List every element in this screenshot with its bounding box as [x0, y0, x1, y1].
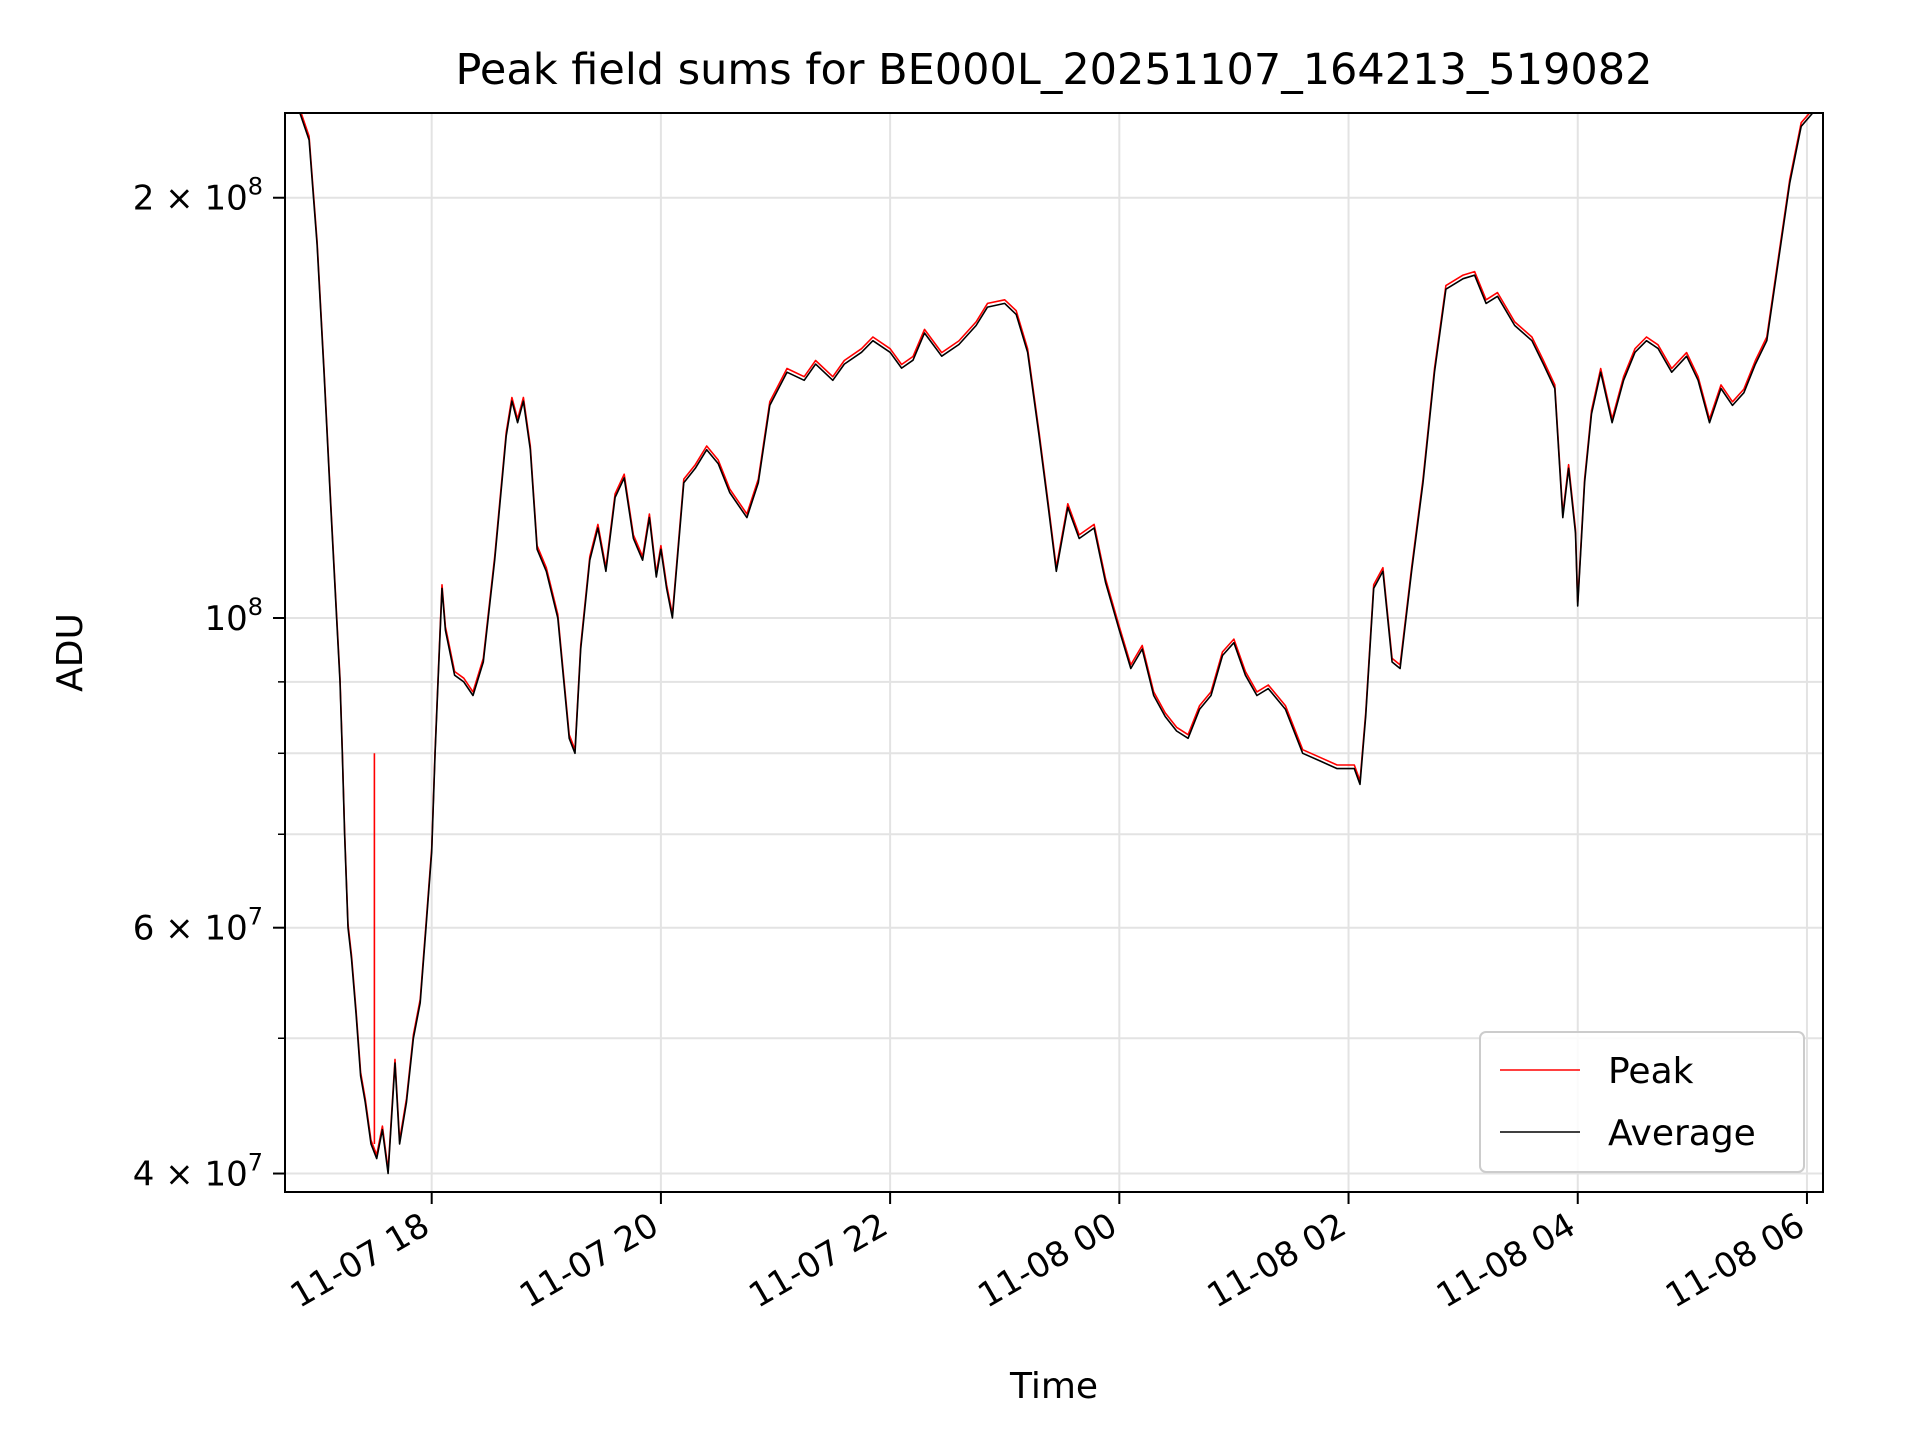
- y-tick-label: 6 × 107: [133, 903, 263, 949]
- x-tick-label: 11-08 04: [1430, 1205, 1582, 1316]
- plot-area: [299, 113, 1823, 1175]
- chart-title: Peak field sums for BE000L_20251107_1642…: [456, 45, 1653, 95]
- x-tick-label: 11-08 06: [1659, 1205, 1811, 1316]
- x-tick-label: 11-08 02: [1201, 1205, 1353, 1316]
- plot-frame: [284, 112, 1824, 1193]
- series-peak-line: [300, 113, 1811, 1171]
- x-axis-ticks: 11-07 18 11-07 20 11-07 22 11-08 00 11-08 02…: [284, 1192, 1811, 1316]
- y-axis-label: ADU: [50, 613, 91, 692]
- legend: Peak Average: [1479, 1031, 1805, 1173]
- legend-box: [1479, 1031, 1805, 1173]
- legend-label: Average: [1608, 1113, 1756, 1154]
- x-tick-label: 11-07 18: [284, 1205, 436, 1316]
- series-group: [299, 113, 1823, 1175]
- x-tick-label: 11-07 20: [513, 1205, 665, 1316]
- y-tick-label: 2 × 108: [133, 173, 263, 219]
- x-tick-label: 11-08 00: [971, 1205, 1123, 1316]
- y-axis-ticks: 4 × 107 6 × 107 108 2 × 108: [133, 173, 285, 1195]
- series-average-line: [299, 113, 1823, 1175]
- y-tick-label: 108: [204, 593, 263, 639]
- x-tick-label: 11-07 22: [742, 1205, 894, 1316]
- y-tick-label: 4 × 107: [133, 1149, 263, 1195]
- x-axis-label: Time: [1009, 1366, 1098, 1407]
- legend-label: Peak: [1608, 1051, 1694, 1092]
- grid-lines: [285, 113, 1823, 1192]
